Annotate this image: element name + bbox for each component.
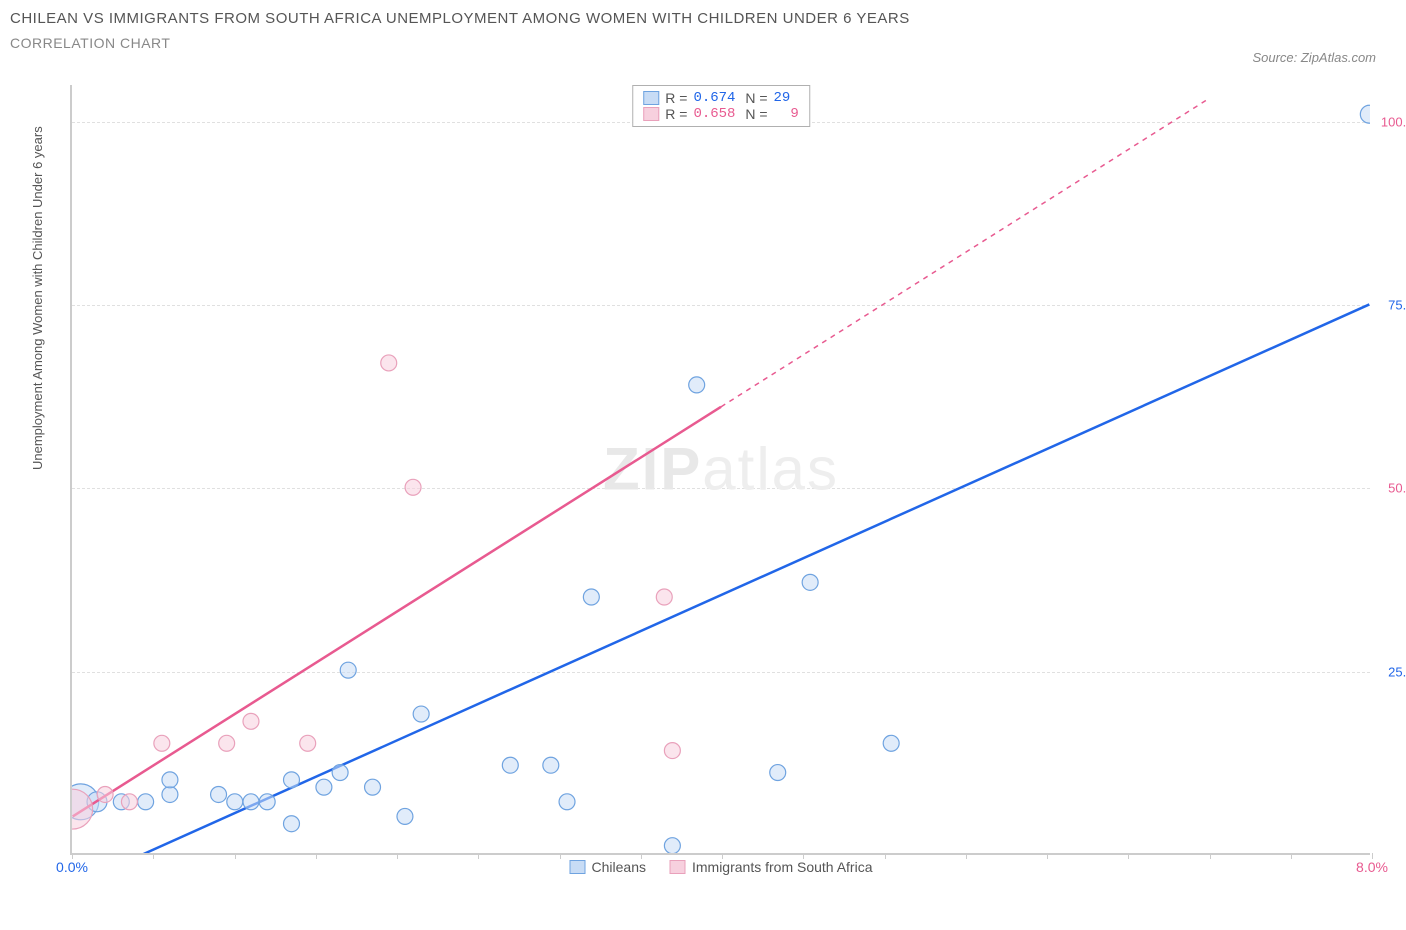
stats-legend: R = 0.674 N = 29 R = 0.658 N = 9 [632,85,810,127]
stat-n-value-1: 29 [774,90,791,106]
source-label: Source: ZipAtlas.com [1252,50,1376,65]
chart-subtitle: CORRELATION CHART [10,35,1396,51]
legend-swatch-2 [670,860,686,874]
stat-r-value-1: 0.674 [693,90,735,106]
chart-title: CHILEAN VS IMMIGRANTS FROM SOUTH AFRICA … [10,10,1396,27]
stats-row-2: R = 0.658 N = 9 [643,106,799,122]
x-tick-label: 0.0% [56,859,88,875]
series-legend: Chileans Immigrants from South Africa [570,859,873,875]
swatch-series-1 [643,91,659,105]
stats-row-1: R = 0.674 N = 29 [643,90,799,106]
legend-item-2: Immigrants from South Africa [670,859,873,875]
legend-label-1: Chileans [592,859,646,875]
swatch-series-2 [643,107,659,121]
y-axis-title: Unemployment Among Women with Children U… [30,126,45,470]
y-tick-label: 100.0% [1381,114,1406,129]
scatter-plot-svg [72,85,1370,853]
stat-r-value-2: 0.658 [693,106,735,122]
stat-n-value-2: 9 [774,106,799,122]
plot-area: ZIPatlas R = 0.674 N = 29 R = 0.658 N = … [70,85,1370,855]
y-tick-label: 75.0% [1388,298,1406,313]
y-tick-label: 25.0% [1388,664,1406,679]
y-tick-label: 50.0% [1388,481,1406,496]
legend-swatch-1 [570,860,586,874]
stat-r-label-2: R = [665,106,687,122]
legend-label-2: Immigrants from South Africa [692,859,873,875]
x-tick-label: 8.0% [1356,859,1388,875]
chart-container: CHILEAN VS IMMIGRANTS FROM SOUTH AFRICA … [10,10,1396,920]
stat-n-label: N = [741,90,767,106]
legend-item-1: Chileans [570,859,646,875]
stat-r-label: R = [665,90,687,106]
stat-n-label-2: N = [741,106,767,122]
